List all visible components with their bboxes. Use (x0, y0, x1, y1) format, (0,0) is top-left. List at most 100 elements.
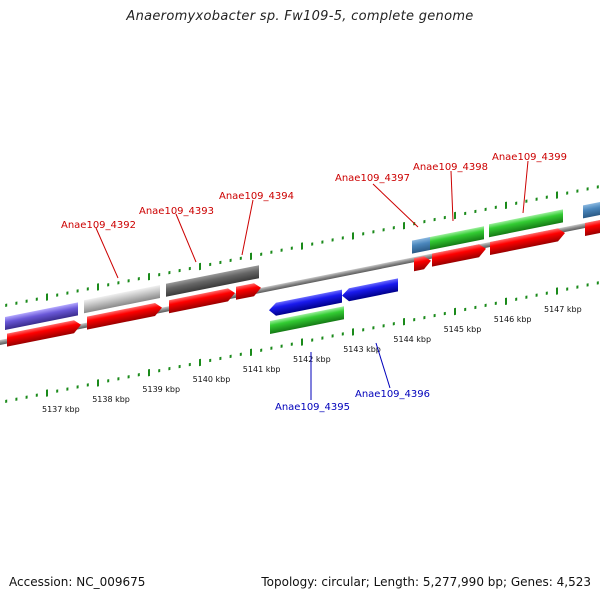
gene-blue-4396[interactable] (342, 278, 398, 302)
forward-ruler-tick (403, 221, 405, 230)
forward-ruler-tick (239, 256, 242, 261)
gene-red-4397[interactable] (414, 255, 431, 272)
gene-green-4399[interactable] (489, 209, 563, 238)
forward-ruler-tick (433, 217, 436, 222)
reverse-ruler-tick (178, 364, 181, 369)
reverse-ruler-tick (239, 352, 242, 357)
ruler-tick-label: 5146 kbp (494, 315, 532, 324)
reverse-ruler-tick (474, 305, 477, 310)
reverse-ruler-tick (117, 377, 120, 381)
forward-ruler-tick (127, 279, 130, 283)
reverse-ruler-tick (107, 379, 110, 383)
forward-ruler-tick (331, 238, 334, 242)
gene-label-4396[interactable]: Anae109_4396 (355, 389, 430, 400)
gene-light-gray[interactable] (84, 284, 160, 314)
reverse-ruler-tick (66, 387, 69, 391)
forward-ruler-tick (137, 277, 140, 281)
forward-ruler-tick (158, 272, 161, 277)
forward-ruler-tick (382, 228, 385, 232)
forward-ruler-tick (35, 297, 38, 301)
reverse-ruler-tick (219, 356, 222, 361)
forward-ruler-tick (5, 303, 8, 307)
forward-ruler-tick (86, 287, 89, 291)
reverse-ruler-tick (5, 399, 8, 403)
gene-red-4398b[interactable] (432, 243, 486, 267)
forward-ruler-tick (576, 189, 579, 193)
gene-red-4394[interactable] (236, 282, 261, 300)
reverse-ruler-tick (392, 322, 395, 326)
reverse-ruler-tick (515, 297, 518, 301)
reverse-ruler-tick (535, 293, 538, 297)
forward-ruler-tick (260, 252, 263, 256)
forward-ruler-tick (321, 240, 324, 244)
reverse-ruler-tick (403, 317, 405, 326)
forward-ruler-tick (219, 260, 222, 265)
ruler-tick-label: 5141 kbp (243, 365, 281, 374)
forward-ruler-tick (566, 191, 569, 195)
gene-red-4393[interactable] (169, 287, 235, 314)
forward-ruler-tick (515, 201, 518, 205)
gene-red-edge[interactable] (585, 218, 600, 236)
gene-red-a[interactable] (7, 319, 81, 347)
forward-ruler-tick (290, 246, 293, 250)
forward-ruler-tick (494, 205, 497, 210)
ruler-tick-label: 5137 kbp (42, 405, 80, 414)
forward-ruler-tick (25, 299, 28, 303)
forward-ruler-tick (15, 301, 18, 305)
map-title: Anaeromyxobacter sp. Fw109-5, complete g… (126, 9, 474, 24)
gene-label-4392[interactable]: Anae109_4392 (61, 220, 136, 231)
reverse-ruler-tick (15, 397, 18, 401)
gene-label-4395[interactable]: Anae109_4395 (275, 402, 350, 413)
reverse-ruler-tick (586, 283, 589, 287)
gene-label-4399[interactable]: Anae109_4399 (492, 152, 567, 163)
reverse-ruler-tick (229, 354, 232, 359)
ruler-tick-label: 5145 kbp (444, 325, 482, 334)
gene-red-4392[interactable] (87, 302, 162, 330)
gene-red-4399b[interactable] (490, 227, 565, 255)
forward-ruler-tick (454, 211, 456, 220)
forward-ruler-tick (250, 252, 252, 260)
ruler-tick-labels: 5137 kbp 5138 kbp 5139 kbp 5140 kbp 5141 kbp… (42, 305, 582, 414)
label-leaders (95, 160, 529, 400)
gene-blue-4395[interactable] (269, 289, 342, 318)
forward-ruler-tick (586, 187, 589, 191)
gene-green-reverse[interactable] (270, 306, 344, 334)
reverse-ruler-tick (484, 303, 487, 308)
forward-ruler-tick (107, 283, 110, 287)
forward-ruler-tick (596, 185, 599, 189)
reverse-ruler-tick (270, 346, 273, 350)
reverse-ruler-tick (576, 285, 579, 289)
forward-ruler-tick (280, 248, 283, 252)
forward-ruler-tick (209, 262, 212, 267)
gene-green-4398[interactable] (430, 226, 484, 250)
forward-ruler-tick (46, 293, 48, 301)
reverse-ruler-tick (545, 291, 548, 295)
reverse-ruler-tick (505, 297, 507, 305)
reverse-ruler-ticks (5, 281, 599, 403)
ruler-tick-label: 5142 kbp (293, 355, 331, 364)
forward-ruler-tick (66, 291, 69, 295)
reverse-ruler-tick (311, 338, 314, 342)
reverse-ruler-tick (494, 301, 497, 306)
reverse-ruler-tick (362, 328, 365, 332)
forward-ruler-tick (117, 281, 120, 285)
reverse-ruler-tick (566, 287, 569, 291)
gene-label-4393[interactable]: Anae109_4393 (139, 206, 214, 217)
gene-steel-blue[interactable] (412, 236, 430, 254)
gene-steel-blue-edge[interactable] (583, 200, 600, 219)
reverse-ruler-tick (56, 389, 59, 393)
gene-label-4397[interactable]: Anae109_4397 (335, 173, 410, 184)
forward-ruler-tick (301, 242, 303, 250)
forward-ruler-tick (97, 283, 99, 291)
forward-ruler-tick (229, 258, 232, 263)
forward-ruler-tick (362, 232, 365, 236)
gene-dark-gray[interactable] (166, 265, 259, 297)
gene-purple[interactable] (5, 302, 78, 330)
reverse-ruler-tick (46, 389, 48, 397)
reverse-ruler-tick (86, 383, 89, 387)
ruler-tick-label: 5144 kbp (393, 335, 431, 344)
gene-label-4394[interactable]: Anae109_4394 (219, 191, 294, 202)
gene-label-4398[interactable]: Anae109_4398 (413, 162, 488, 173)
forward-ruler-tick (372, 230, 375, 234)
reverse-ruler-tick (556, 287, 558, 295)
